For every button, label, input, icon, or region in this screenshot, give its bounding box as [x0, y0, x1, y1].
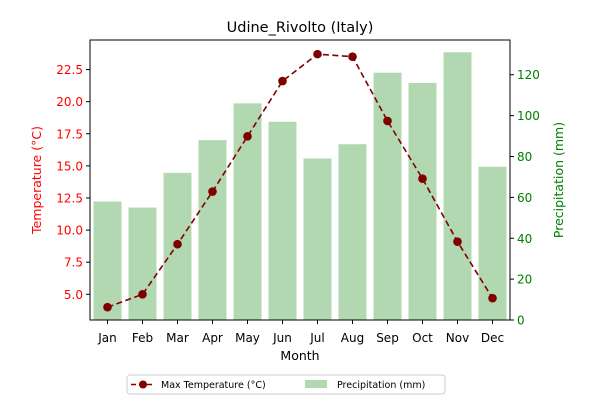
x-axis-label: Month: [280, 348, 319, 363]
legend-bar-swatch: [305, 380, 327, 388]
precipitation-bar-aug: [338, 144, 367, 320]
right-tick-label: 80: [517, 150, 532, 164]
x-tick-label-oct: Oct: [412, 331, 433, 345]
legend-line-marker: [139, 380, 147, 389]
legend-label-precipitation: Precipitation (mm): [337, 380, 425, 391]
right-axis-label: Precipitation (mm): [551, 122, 566, 238]
temperature-point-may: [243, 132, 252, 141]
x-axis: Jan Feb Mar Apr May Jun Jul Aug Sep Oct Nov Dec: [97, 320, 504, 345]
left-tick-label: 20.0: [56, 95, 83, 109]
right-tick-label: 20: [517, 273, 532, 287]
left-tick-label: 10.0: [56, 224, 83, 238]
x-tick-label-dec: Dec: [481, 331, 504, 345]
temperature-point-mar: [173, 239, 182, 249]
x-tick-label-mar: Mar: [166, 331, 189, 345]
precipitation-bar-sep: [373, 72, 402, 320]
temperature-point-jan: [103, 302, 112, 312]
temperature-point-oct: [418, 174, 427, 184]
x-tick-label-sep: Sep: [376, 331, 399, 345]
right-tick-label: 40: [517, 232, 532, 246]
x-tick-label-jul: Jul: [309, 331, 324, 345]
x-tick-label-aug: Aug: [341, 331, 364, 345]
right-tick-label: 120: [517, 68, 540, 82]
temperature-point-dec: [488, 293, 497, 303]
right-tick-label: 100: [517, 109, 540, 123]
left-axis-label: Temperature (°C): [29, 126, 44, 235]
precipitation-bar-feb: [128, 207, 157, 320]
x-tick-label-may: May: [235, 331, 260, 345]
left-tick-label: 5.0: [64, 288, 83, 302]
x-tick-label-nov: Nov: [446, 331, 469, 345]
precipitation-bar-jun: [268, 121, 297, 320]
chart-title: Udine_Rivolto (Italy): [227, 20, 374, 36]
right-axis: 0 20 40 60 80 100 120: [510, 68, 540, 328]
left-tick-label: 12.5: [56, 191, 83, 205]
left-tick-label: 15.0: [56, 159, 83, 173]
left-tick-label: 17.5: [56, 127, 83, 141]
temperature-point-feb: [138, 290, 147, 299]
x-tick-label-apr: Apr: [202, 331, 223, 345]
left-tick-label: 22.5: [56, 63, 83, 77]
temperature-line: [107, 53, 494, 308]
temperature-point-apr: [208, 187, 217, 196]
right-tick-label: 60: [517, 191, 532, 205]
precipitation-bar-oct: [408, 82, 437, 320]
precipitation-bar-nov: [443, 52, 472, 320]
right-tick-label: 0: [517, 314, 525, 328]
precipitation-bar-jan: [93, 201, 122, 320]
precipitation-bar-jul: [303, 158, 332, 320]
x-tick-label-jan: Jan: [97, 331, 117, 345]
left-axis: 5.0 7.5 10.0 12.5 15.0 17.5 20.0 22.5: [56, 63, 90, 302]
temperature-point-aug: [348, 52, 357, 61]
precipitation-bar-apr: [198, 140, 227, 320]
temperature-point-sep: [383, 116, 392, 126]
legend-label-temperature: Max Temperature (°C): [161, 380, 266, 391]
legend-frame: [126, 374, 446, 395]
temperature-point-nov: [453, 237, 462, 246]
line-layer: [103, 49, 497, 312]
x-tick-label-feb: Feb: [132, 331, 153, 345]
left-tick-label: 7.5: [64, 256, 83, 270]
x-tick-label-jun: Jun: [272, 331, 292, 345]
temperature-point-jul: [313, 49, 322, 59]
plot-frame: [89, 39, 511, 321]
legend: Max Temperature (°C) Precipitation (mm): [126, 374, 446, 395]
temperature-point-jun: [278, 76, 287, 86]
